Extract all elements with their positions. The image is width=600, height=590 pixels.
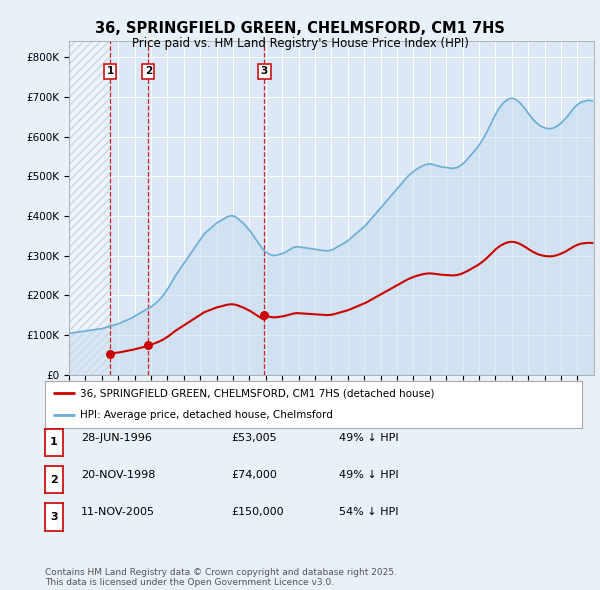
Text: 20-NOV-1998: 20-NOV-1998 [81,470,155,480]
Text: 36, SPRINGFIELD GREEN, CHELMSFORD, CM1 7HS (detached house): 36, SPRINGFIELD GREEN, CHELMSFORD, CM1 7… [80,388,434,398]
Point [143,340,153,350]
Text: 3: 3 [50,512,58,522]
Text: 3: 3 [261,66,268,76]
Text: 28-JUN-1996: 28-JUN-1996 [81,433,152,442]
Text: 1: 1 [50,437,58,447]
Bar [69,41,110,375]
Text: 36, SPRINGFIELD GREEN, CHELMSFORD, CM1 7HS: 36, SPRINGFIELD GREEN, CHELMSFORD, CM1 7… [95,21,505,35]
Text: Contains HM Land Registry data © Crown copyright and database right 2025.
This d: Contains HM Land Registry data © Crown c… [45,568,397,587]
Text: 49% ↓ HPI: 49% ↓ HPI [339,470,398,480]
Text: Price paid vs. HM Land Registry's House Price Index (HPI): Price paid vs. HM Land Registry's House … [131,37,469,50]
Bar [69,41,110,375]
Text: 2: 2 [50,474,58,484]
Text: 49% ↓ HPI: 49% ↓ HPI [339,433,398,442]
Text: 2: 2 [145,66,152,76]
Point [260,310,269,320]
Text: £53,005: £53,005 [231,433,277,442]
Text: 11-NOV-2005: 11-NOV-2005 [81,507,155,517]
Text: 1: 1 [106,66,113,76]
Text: 54% ↓ HPI: 54% ↓ HPI [339,507,398,517]
Text: £150,000: £150,000 [231,507,284,517]
Text: HPI: Average price, detached house, Chelmsford: HPI: Average price, detached house, Chel… [80,410,333,420]
Point [105,349,115,358]
Text: £74,000: £74,000 [231,470,277,480]
